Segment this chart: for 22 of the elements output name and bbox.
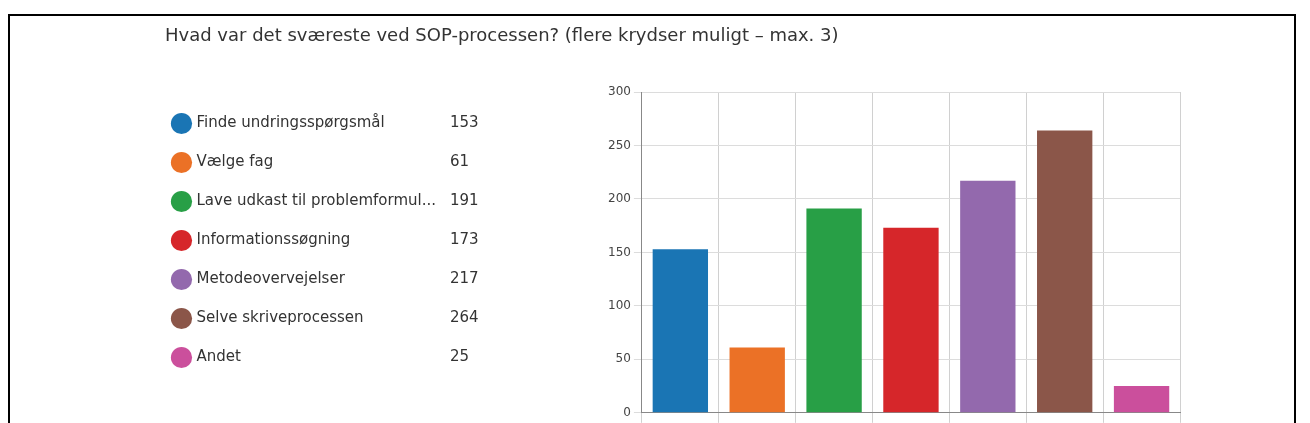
text: 25: [450, 347, 470, 366]
legend-label: Metodeovervejelser: [196, 269, 346, 288]
text: 191: [450, 191, 479, 210]
text: 217: [450, 269, 479, 288]
text: 61: [450, 152, 470, 171]
text: 153: [450, 113, 479, 132]
y-tick-label: 200: [608, 191, 631, 206]
legend-label: Selve skriveprocessen: [196, 308, 364, 327]
y-tick-label: 100: [608, 297, 631, 312]
legend-label: Lave udkast til problemformul...: [196, 191, 437, 210]
legend-label: Andet: [196, 347, 242, 366]
legend-label: Finde undringsspørgsmål: [196, 113, 385, 132]
y-tick-label: 0: [623, 404, 631, 419]
chart-title: Hvad var det sværeste ved SOP-processen? (flere krydser muligt – max. 3): [165, 24, 839, 45]
text: 264: [450, 308, 479, 327]
y-tick-label: 50: [615, 351, 631, 366]
legend-label: Vælge fag: [196, 152, 274, 171]
y-tick-label: 250: [608, 137, 631, 152]
y-tick-label: 150: [608, 244, 631, 259]
text: 173: [450, 230, 479, 249]
y-tick-label: 300: [608, 84, 631, 99]
legend-label: Informationssøgning: [196, 230, 351, 249]
